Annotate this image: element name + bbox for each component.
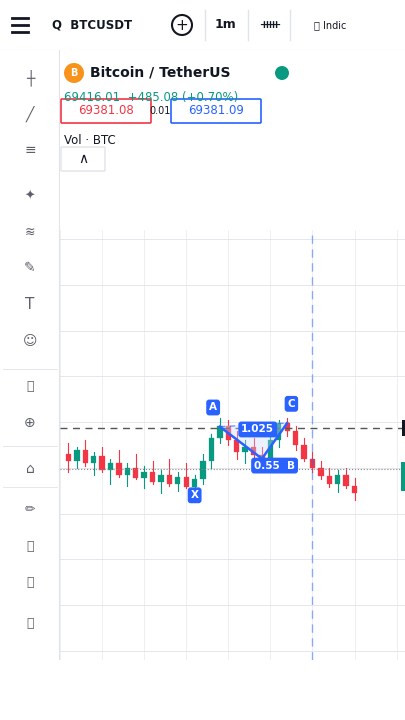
- Text: B: B: [70, 68, 78, 78]
- Bar: [141, 472, 147, 478]
- Text: ✕: ✕: [379, 672, 391, 688]
- Bar: [167, 474, 172, 484]
- Bar: [335, 474, 340, 484]
- Text: C: C: [288, 399, 295, 409]
- Bar: [125, 468, 130, 474]
- Bar: [116, 463, 121, 474]
- Text: then tap to place: then tap to place: [15, 696, 116, 708]
- Bar: [192, 480, 197, 487]
- Text: ᚔ: ᚔ: [260, 18, 279, 32]
- Circle shape: [275, 66, 289, 80]
- Bar: [293, 431, 298, 445]
- Bar: [259, 455, 264, 459]
- Text: Vol · BTC: Vol · BTC: [64, 133, 116, 146]
- Text: 📏: 📏: [26, 380, 34, 393]
- Bar: [83, 449, 88, 463]
- Bar: [326, 476, 332, 484]
- Bar: [200, 461, 206, 480]
- Bar: [226, 426, 231, 441]
- Bar: [318, 468, 324, 476]
- Text: 📈 Indic: 📈 Indic: [314, 20, 346, 30]
- Bar: [91, 456, 96, 463]
- Bar: [175, 477, 181, 484]
- Text: ∧: ∧: [78, 152, 88, 166]
- Bar: [183, 477, 189, 487]
- Bar: [243, 447, 248, 452]
- Text: ⌂: ⌂: [26, 462, 34, 476]
- Bar: [158, 474, 164, 482]
- Text: Q  BTCUSDT: Q BTCUSDT: [52, 19, 132, 32]
- Text: X: X: [191, 490, 198, 500]
- Text: ┼: ┼: [26, 69, 34, 86]
- Text: 69416.01  +485.08 (+0.70%): 69416.01 +485.08 (+0.70%): [64, 91, 238, 104]
- Bar: [284, 423, 290, 431]
- Text: ╱: ╱: [26, 106, 34, 122]
- Bar: [99, 456, 105, 470]
- Text: 🗑: 🗑: [26, 617, 34, 630]
- Bar: [217, 426, 223, 438]
- Text: ✦: ✦: [25, 189, 35, 202]
- Bar: [209, 438, 214, 461]
- Bar: [234, 441, 239, 452]
- Text: ☺: ☺: [23, 334, 37, 348]
- Text: ✎: ✎: [24, 261, 36, 276]
- Bar: [276, 423, 281, 441]
- Bar: [133, 468, 139, 478]
- Text: 0.01: 0.01: [149, 106, 171, 116]
- Bar: [108, 463, 113, 470]
- Text: 0.55  B: 0.55 B: [254, 461, 295, 471]
- Bar: [352, 486, 357, 493]
- Text: Move the point to position the anchor: Move the point to position the anchor: [15, 675, 238, 688]
- Bar: [150, 472, 155, 482]
- Text: 1m: 1m: [214, 19, 236, 32]
- Circle shape: [64, 63, 84, 83]
- Text: ✏: ✏: [25, 503, 35, 516]
- Text: ⊕: ⊕: [24, 416, 36, 431]
- Polygon shape: [220, 423, 287, 459]
- Bar: [66, 454, 71, 461]
- Text: +: +: [176, 17, 188, 32]
- Bar: [301, 445, 307, 459]
- Text: ≡: ≡: [24, 143, 36, 157]
- Text: 👁: 👁: [26, 576, 34, 589]
- Text: T: T: [25, 297, 35, 312]
- Text: Bitcoin / TetherUS: Bitcoin / TetherUS: [90, 66, 230, 80]
- Text: A: A: [209, 402, 217, 413]
- Text: 1.025: 1.025: [241, 425, 274, 434]
- Bar: [343, 474, 349, 486]
- Bar: [310, 459, 315, 468]
- Text: ≋: ≋: [25, 225, 35, 238]
- Bar: [268, 441, 273, 459]
- Bar: [251, 447, 256, 455]
- Text: 69381.09: 69381.09: [188, 104, 244, 117]
- Text: 🔒: 🔒: [26, 540, 34, 553]
- Text: 69381.08: 69381.08: [78, 104, 134, 117]
- Bar: [74, 449, 79, 461]
